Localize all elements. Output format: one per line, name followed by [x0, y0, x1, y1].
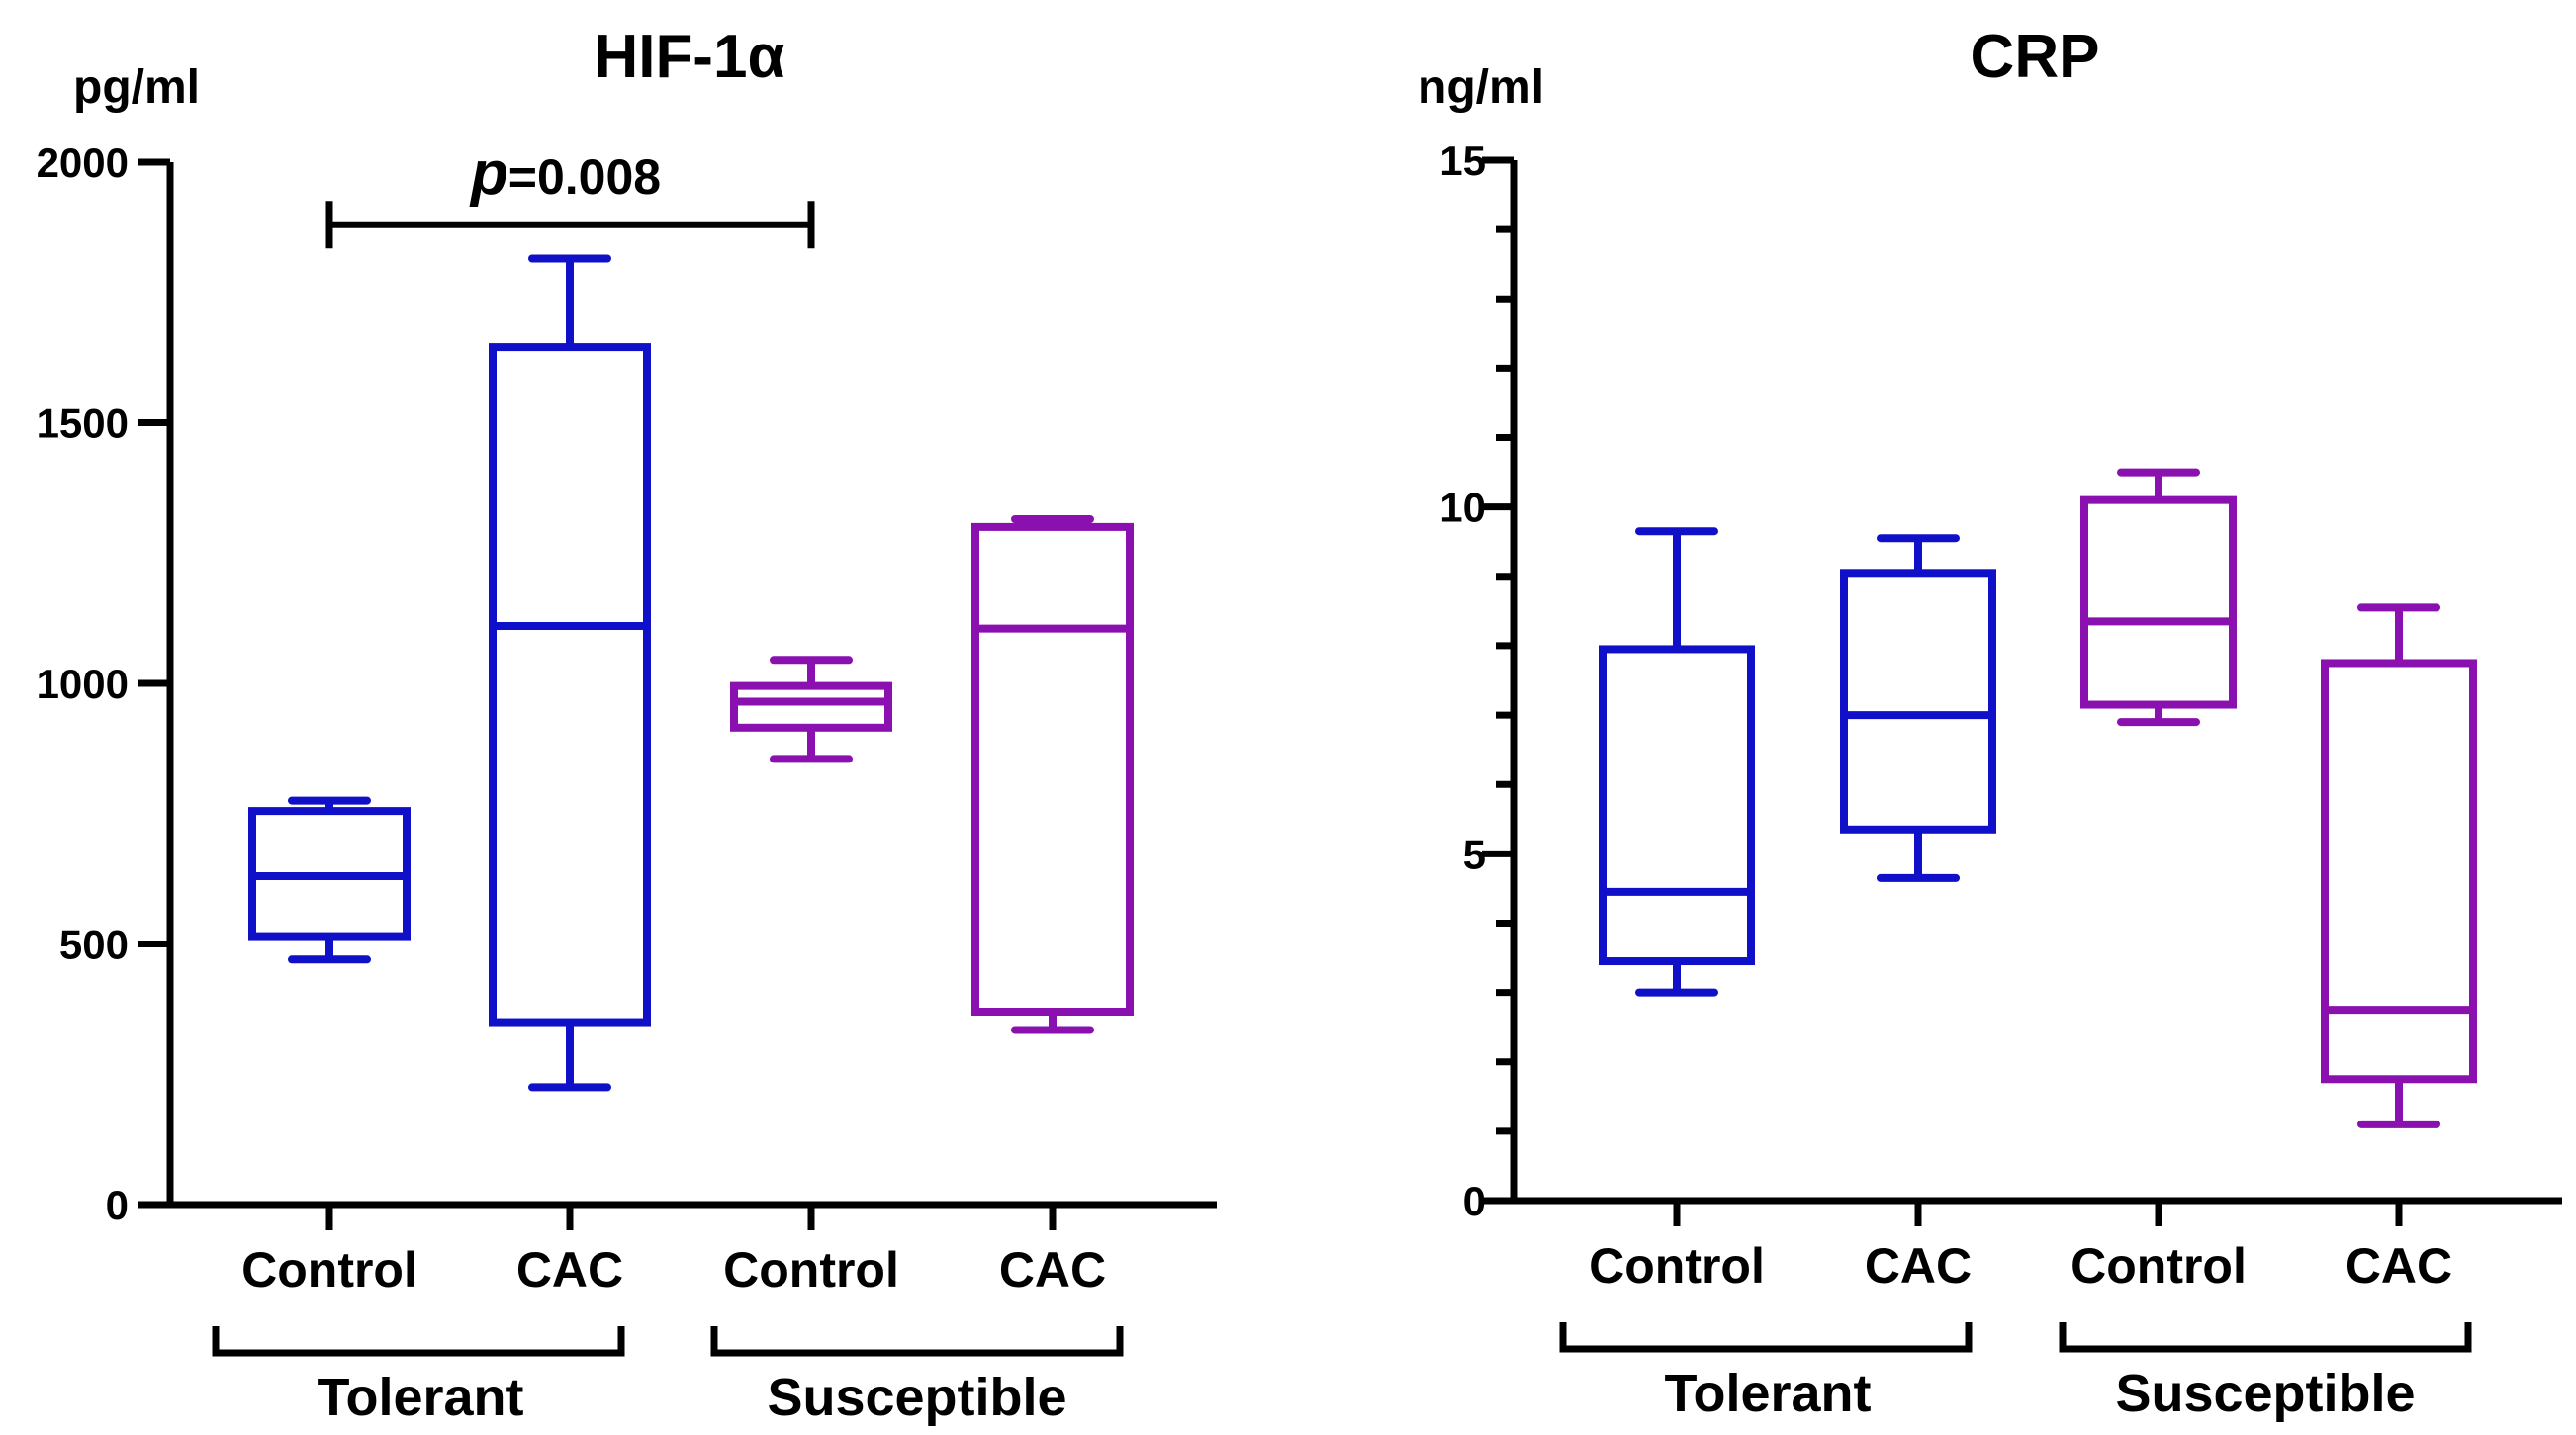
- crp-y-tick-label: 10: [1439, 485, 1486, 531]
- hif-p-number: =0.008: [508, 149, 661, 205]
- hif-x-tick-label: CAC: [999, 1242, 1106, 1298]
- crp-chart-title: CRP: [1971, 23, 2100, 91]
- hif-group-bracket: [710, 1326, 1124, 1357]
- hif-y-unit-label: pg/ml: [73, 61, 200, 114]
- crp-x-tick-label: Control: [2070, 1238, 2247, 1294]
- crp-box: [2080, 495, 2237, 709]
- crp-group-label-tolerant: Tolerant: [1664, 1364, 1871, 1423]
- crp-x-tick-label: Control: [1589, 1238, 1765, 1294]
- crp-panel: CRP ng/ml Tolerant Susceptible 0 5 10 15 Con…: [1418, 23, 2562, 1423]
- hif-x-tick-label: Control: [241, 1242, 417, 1298]
- crp-box: [1599, 645, 1755, 966]
- hif-p-symbol: p: [469, 139, 508, 208]
- hif-x-tick-label: Control: [723, 1242, 899, 1298]
- crp-box: [2321, 659, 2477, 1084]
- hif-box: [971, 522, 1134, 1017]
- crp-x-tick-label: CAC: [1865, 1238, 1972, 1294]
- hif-y-tick-label: 500: [59, 922, 129, 968]
- crp-group-label-susceptible: Susceptible: [2115, 1364, 2415, 1423]
- crp-y-tick-label: 0: [1463, 1178, 1486, 1224]
- hif-p-value: p=0.008: [469, 139, 661, 208]
- hif-group-bracket: [212, 1326, 625, 1357]
- hif-y-tick-label: 2000: [37, 139, 129, 186]
- crp-group-bracket: [1559, 1322, 1973, 1353]
- hif-y-tick-label: 1500: [37, 401, 129, 447]
- hif-group-label-susceptible: Susceptible: [767, 1368, 1066, 1427]
- hif-y-tick-label: 0: [106, 1182, 129, 1228]
- hif-panel: HIF-1α pg/ml p=0.008 Tolerant Susceptibl…: [37, 23, 1217, 1427]
- hif-chart-title: HIF-1α: [594, 23, 784, 91]
- hif-y-tick-label: 1000: [37, 661, 129, 707]
- crp-box: [1840, 569, 1996, 834]
- crp-group-bracket: [2059, 1322, 2472, 1353]
- hif-group-label-tolerant: Tolerant: [317, 1368, 523, 1427]
- hif-box: [730, 681, 892, 732]
- crp-y-unit-label: ng/ml: [1418, 61, 1544, 114]
- crp-y-tick-label: 15: [1439, 137, 1486, 184]
- crp-x-tick-label: CAC: [2346, 1238, 2452, 1294]
- crp-y-tick-label: 5: [1463, 831, 1486, 877]
- hif-box: [489, 343, 651, 1027]
- hif-x-tick-label: CAC: [516, 1242, 623, 1298]
